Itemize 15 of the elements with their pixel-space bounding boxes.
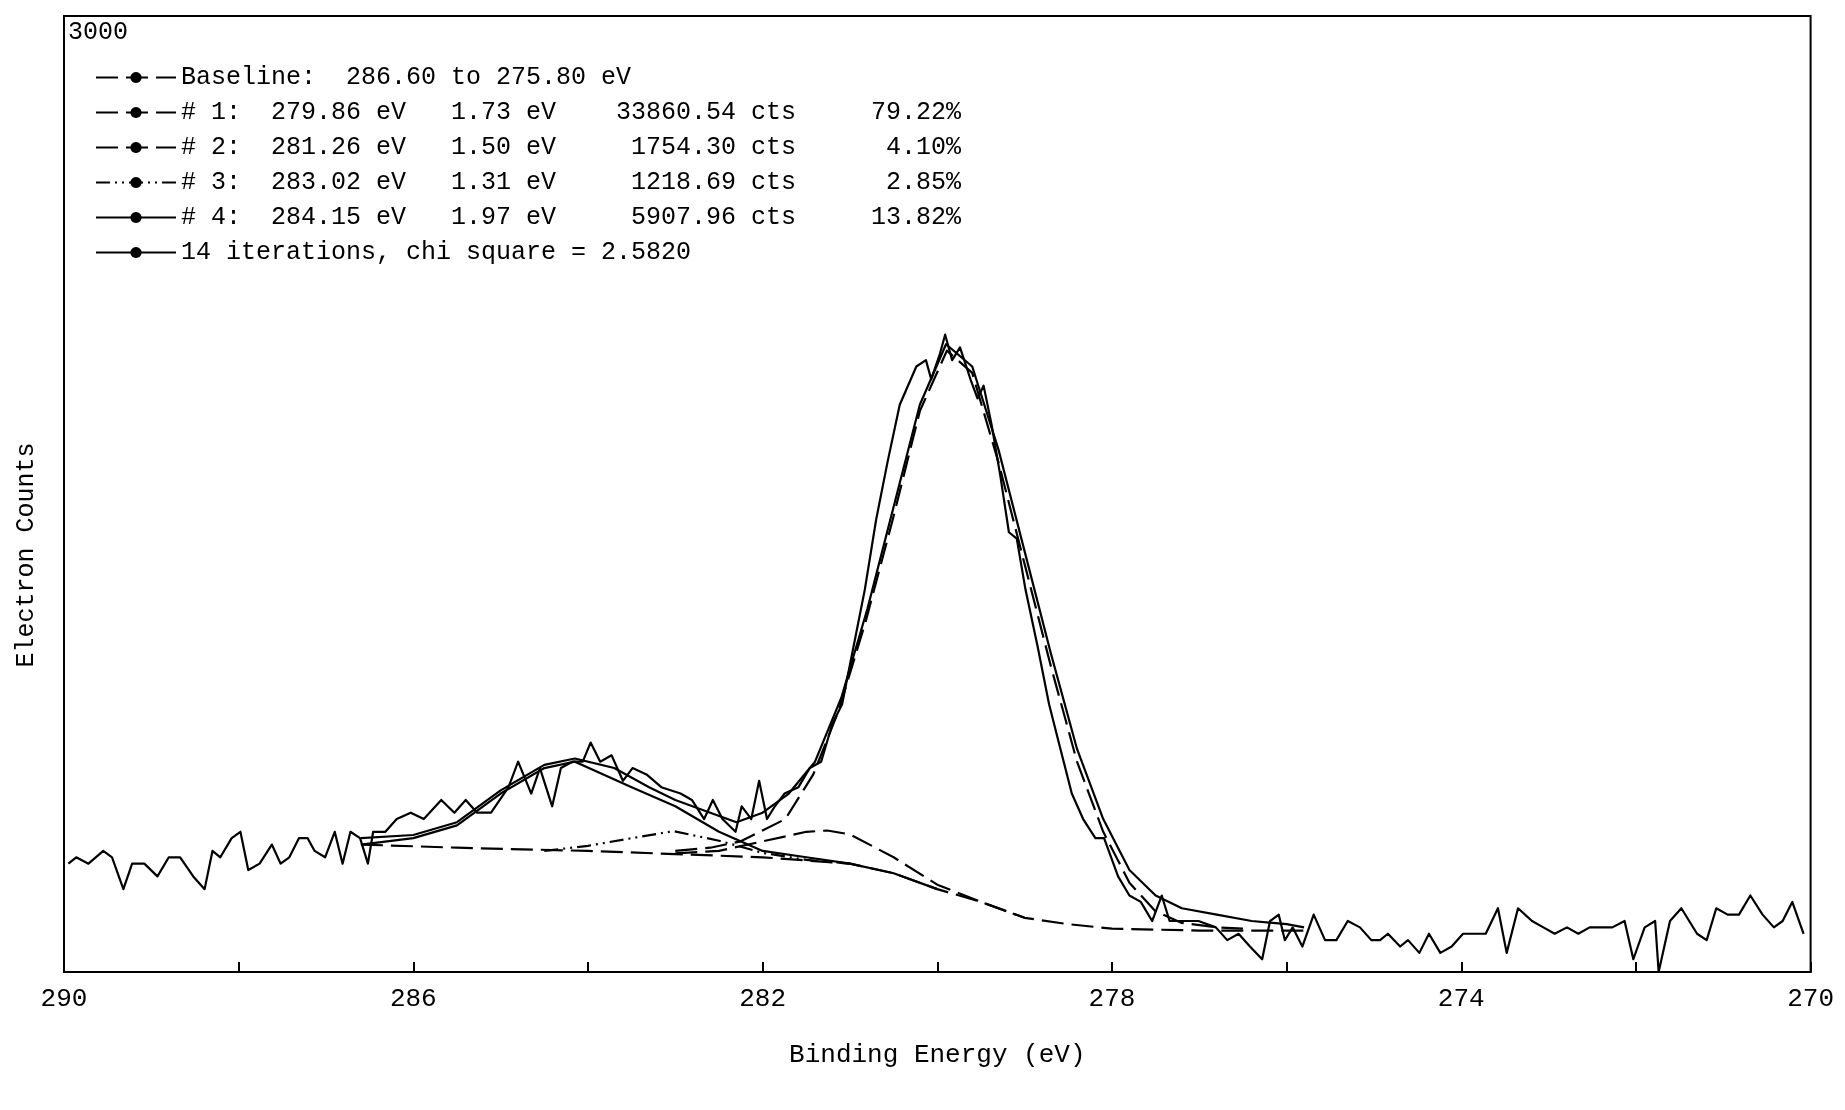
legend-label: 14 iterations, chi square = 2.5820 — [181, 238, 692, 267]
legend-label: # 2: 281.26 eV 1.50 eV 1754.30 cts 4.10% — [181, 133, 963, 162]
legend-label: # 1: 279.86 eV 1.73 eV 33860.54 cts 79.22% — [181, 98, 963, 127]
legend-label: Baseline: 286.60 to 275.80 eV — [181, 63, 632, 92]
x-tick-label: 286 — [389, 984, 437, 1014]
x-tick-label: 290 — [40, 984, 88, 1014]
legend-label: # 3: 283.02 eV 1.31 eV 1218.69 cts 2.85% — [181, 168, 963, 197]
x-tick-label: 270 — [1787, 984, 1834, 1014]
legend-label: # 4: 284.15 eV 1.97 eV 5907.96 cts 13.82% — [181, 203, 963, 232]
x-tick-label: 282 — [739, 984, 787, 1014]
x-tick-label: 274 — [1437, 984, 1485, 1014]
text: 3000 — [68, 18, 129, 47]
x-tick-label: 278 — [1088, 984, 1136, 1014]
x-axis-title: Binding Energy (eV) — [789, 1040, 1086, 1070]
y-axis-title: Electron Counts — [12, 442, 41, 668]
